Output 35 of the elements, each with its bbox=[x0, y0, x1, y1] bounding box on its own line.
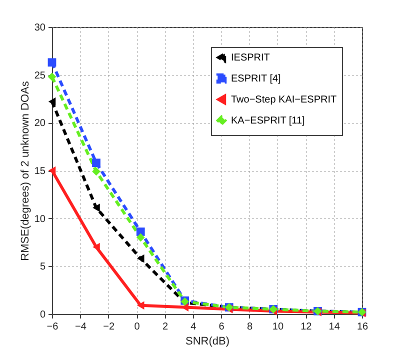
y-tick-label: 15 bbox=[34, 166, 46, 177]
point bbox=[137, 254, 144, 263]
y-tick-label: 30 bbox=[34, 22, 46, 34]
y-tick-label: 10 bbox=[34, 214, 46, 225]
point bbox=[48, 97, 56, 106]
y-tick-label: 5 bbox=[40, 262, 46, 273]
x-tick-label: 12 bbox=[300, 322, 312, 332]
point bbox=[136, 233, 145, 242]
x-tick-label: −4 bbox=[74, 322, 87, 332]
y-tick-label: 0 bbox=[40, 310, 46, 320]
x-tick-label: 6 bbox=[218, 322, 225, 332]
point bbox=[92, 167, 100, 176]
point bbox=[48, 58, 56, 67]
legend-label: IESPRIT bbox=[231, 52, 270, 64]
y-axis-title: RMSE(degrees) of 2 unknown DOAs bbox=[19, 80, 32, 261]
y-tick-label: 20 bbox=[34, 118, 46, 130]
x-tick-label: 10 bbox=[272, 322, 284, 332]
x-tick-label: 14 bbox=[328, 322, 340, 332]
x-tick-label: −2 bbox=[103, 322, 115, 332]
legend-label: Two−Step KAI−ESPRIT bbox=[231, 94, 337, 106]
y-tick-label: 25 bbox=[34, 70, 46, 82]
point bbox=[92, 204, 100, 212]
point bbox=[48, 166, 56, 175]
x-tick-label: 2 bbox=[162, 322, 168, 332]
x-tick-label: −6 bbox=[46, 322, 59, 332]
legend-label: ESPRIT [4] bbox=[231, 74, 282, 84]
point bbox=[92, 158, 100, 168]
point bbox=[137, 301, 144, 310]
x-tick-label: 8 bbox=[246, 322, 253, 332]
legend-label: KA−ESPRIT [11] bbox=[231, 116, 306, 126]
x-axis-title: SNR(dB) bbox=[185, 336, 230, 348]
x-tick-label: 16 bbox=[356, 322, 368, 332]
x-tick-label: 0 bbox=[134, 322, 140, 332]
x-tick-label: 4 bbox=[190, 322, 197, 332]
point bbox=[48, 72, 56, 81]
